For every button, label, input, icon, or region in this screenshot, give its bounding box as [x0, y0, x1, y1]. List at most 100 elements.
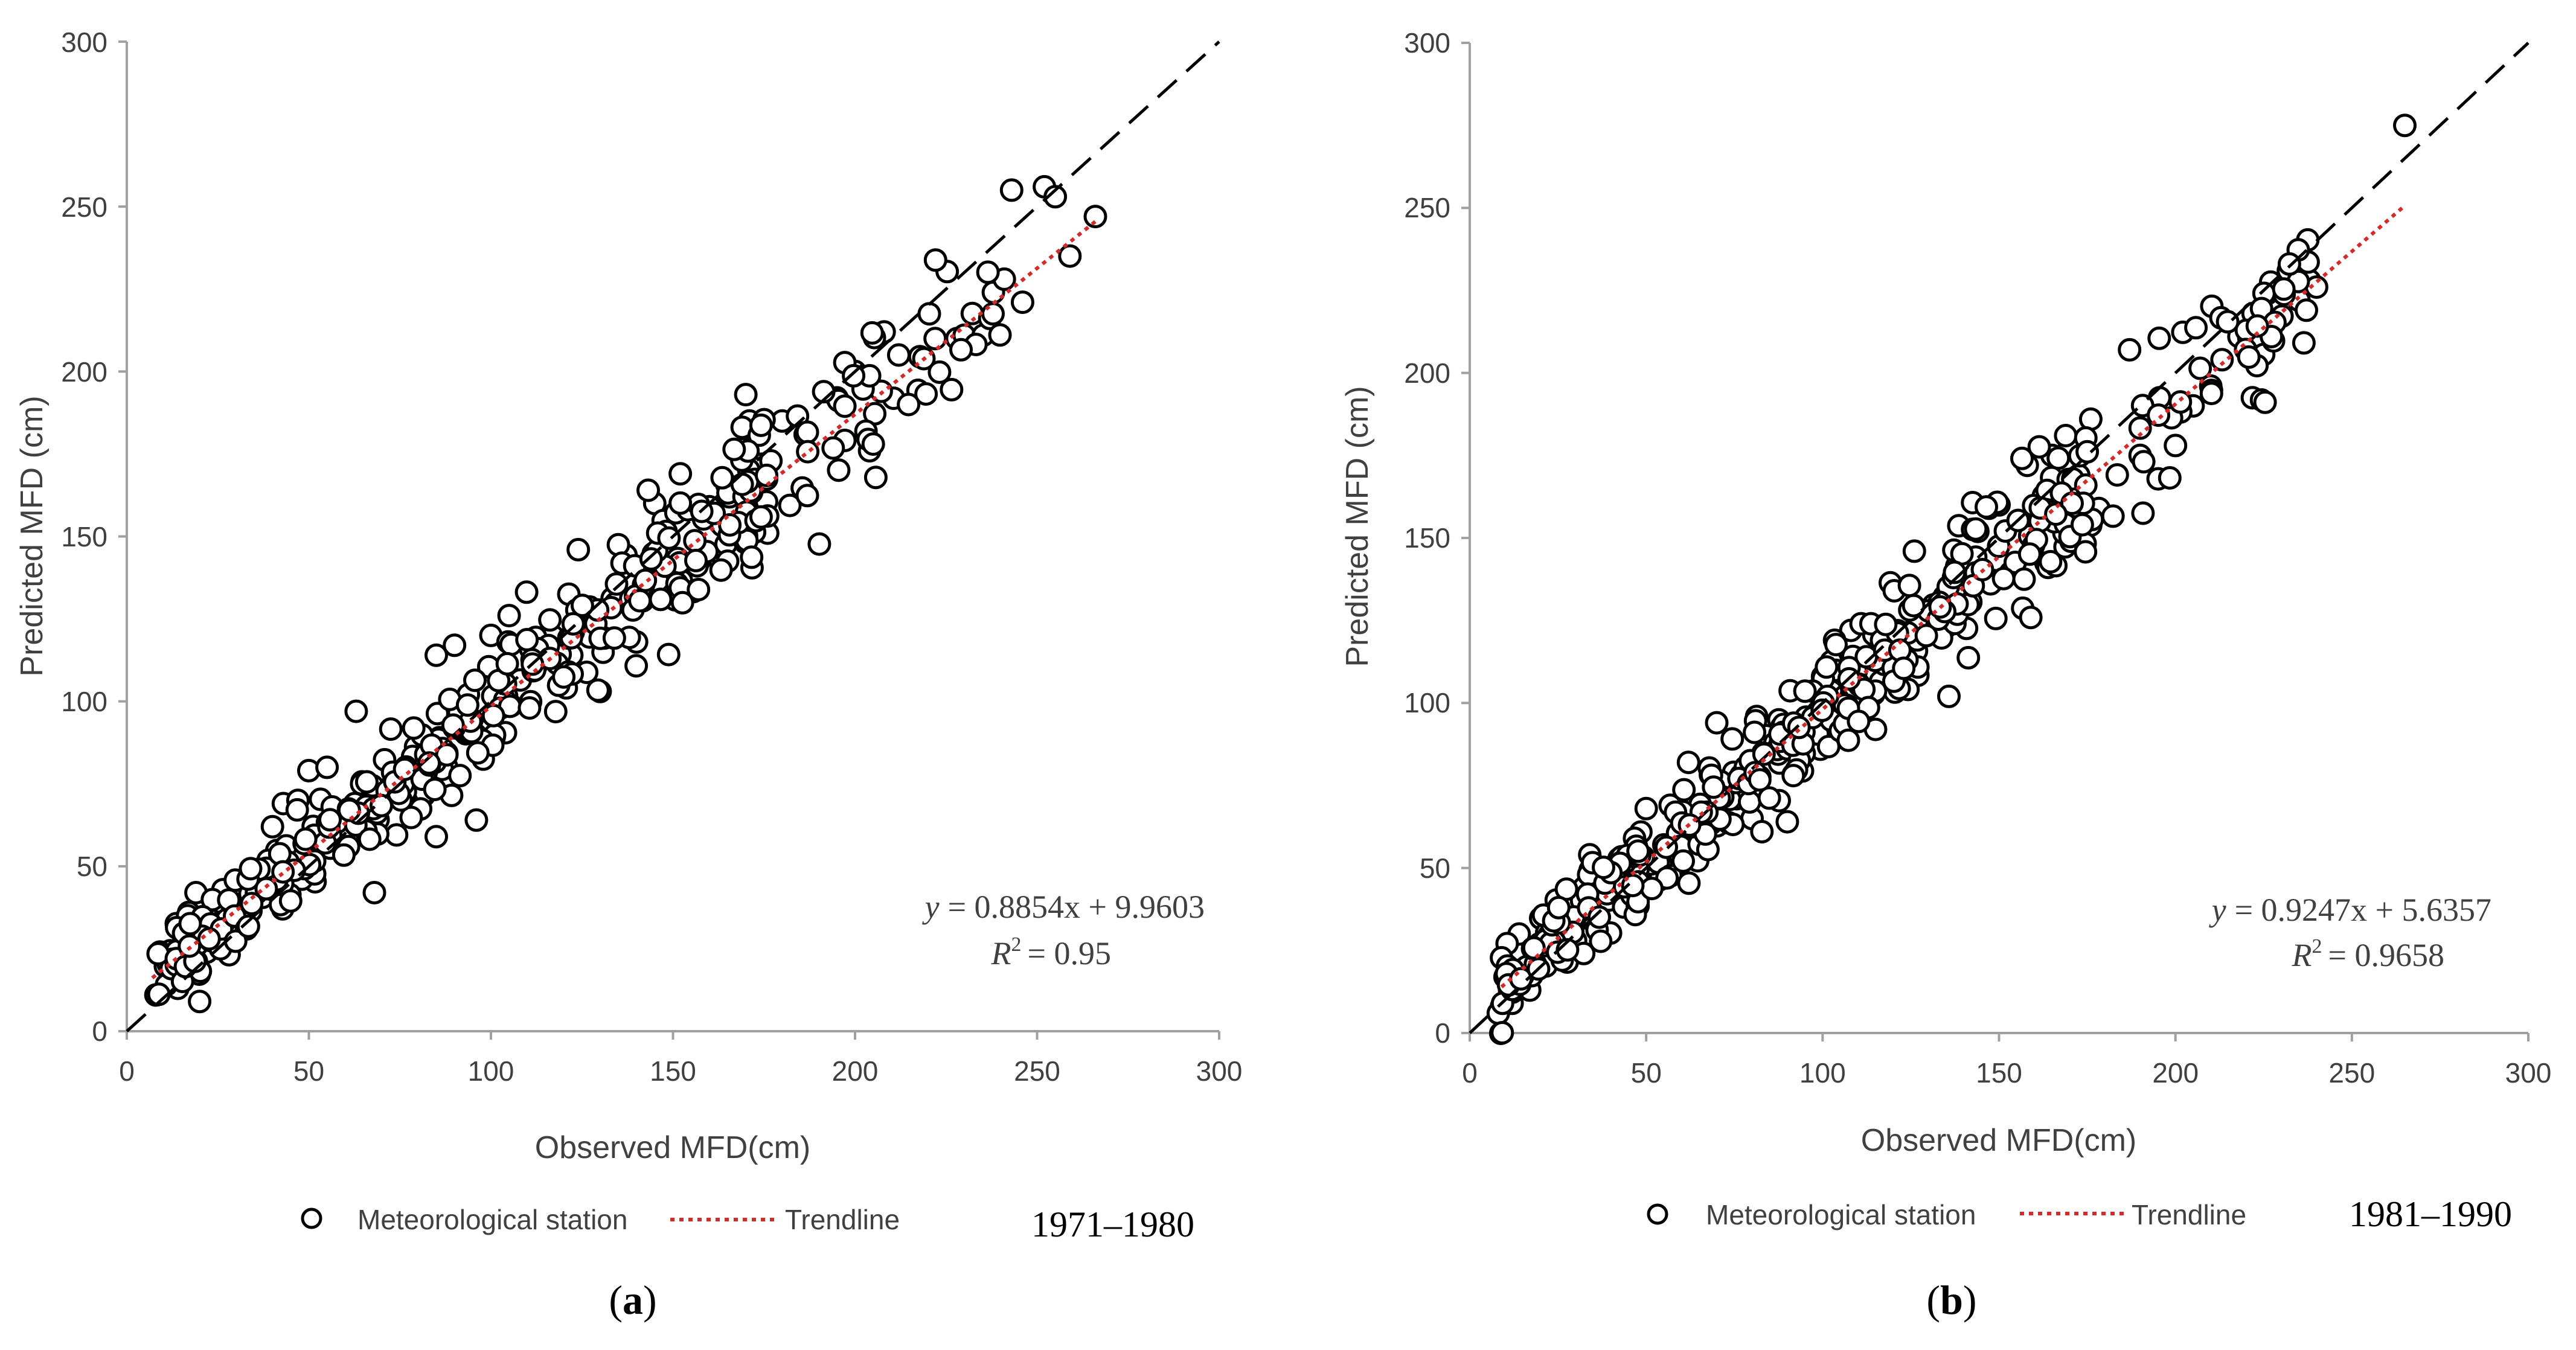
- data-point: [2012, 567, 2036, 591]
- r-squared: R2 = 0.9658: [2292, 935, 2444, 973]
- data-point: [178, 912, 202, 936]
- legend-trendline-label: Trendline: [785, 1204, 900, 1235]
- data-point: [337, 798, 361, 822]
- data-point: [2128, 416, 2152, 440]
- data-point: [833, 394, 857, 418]
- data-point: [2168, 390, 2193, 414]
- data-point: [718, 513, 742, 537]
- data-point: [1702, 775, 1726, 799]
- data-point: [2044, 502, 2068, 526]
- data-point: [636, 478, 660, 502]
- data-point: [807, 532, 831, 556]
- data-point: [1043, 185, 1068, 209]
- data-point: [606, 533, 630, 557]
- data-point: [1810, 698, 1834, 722]
- data-point: [740, 545, 764, 569]
- y-tick-marks: [1461, 42, 1470, 1034]
- data-point: [999, 178, 1024, 202]
- regression-equation: y = 0.9247x + 5.6357: [2209, 892, 2491, 928]
- data-point: [1984, 606, 2008, 630]
- y-tick-label: 0: [92, 1016, 107, 1047]
- data-point: [344, 699, 368, 723]
- data-point: [2295, 298, 2318, 322]
- period-label: 1971–1980: [1031, 1204, 1194, 1244]
- data-point: [466, 741, 490, 765]
- data-point: [2199, 382, 2223, 406]
- data-point: [796, 440, 820, 464]
- data-point: [749, 505, 773, 529]
- data-point: [448, 764, 472, 788]
- data-point: [240, 892, 264, 916]
- x-tick-label: 50: [1631, 1057, 1662, 1089]
- data-point: [1815, 655, 1839, 679]
- data-point: [2158, 466, 2182, 490]
- x-tick-label: 200: [832, 1055, 879, 1087]
- data-point: [1991, 566, 2016, 590]
- data-point: [827, 458, 851, 482]
- data-point: [709, 558, 733, 582]
- data-point: [538, 608, 562, 632]
- legend-trendline-label: Trendline: [2132, 1199, 2246, 1230]
- data-point: [734, 383, 758, 407]
- data-point: [1902, 593, 1926, 618]
- data-point: [2292, 331, 2316, 355]
- data-point: [197, 927, 221, 951]
- data-point: [1655, 835, 1678, 859]
- data-point: [463, 668, 487, 693]
- data-point: [923, 248, 947, 272]
- data-point: [332, 843, 356, 867]
- data-point: [928, 360, 952, 384]
- data-point: [2132, 450, 2156, 474]
- data-point: [821, 436, 845, 460]
- data-point: [639, 547, 663, 571]
- data-point: [628, 589, 652, 613]
- data-point: [514, 580, 539, 604]
- data-point: [1748, 768, 1772, 792]
- y-tick-label: 250: [1404, 192, 1450, 223]
- data-point: [1847, 709, 1871, 734]
- data-point: [886, 343, 911, 367]
- data-point: [2147, 403, 2171, 427]
- y-axis-title: Predicted MFD (cm): [14, 395, 50, 676]
- r-squared: R2 = 0.95: [991, 933, 1111, 971]
- data-point: [778, 493, 802, 517]
- data-point: [668, 491, 693, 515]
- data-point: [425, 643, 448, 667]
- data-point: [464, 808, 489, 832]
- data-point: [749, 413, 773, 437]
- data-point: [1793, 679, 1817, 703]
- data-point: [315, 755, 339, 779]
- data-point: [278, 889, 303, 913]
- data-point: [2147, 326, 2171, 350]
- y-tick-label: 300: [1404, 27, 1450, 59]
- data-point: [1671, 849, 1695, 873]
- data-point: [566, 537, 591, 561]
- data-point: [2253, 390, 2277, 414]
- x-tick-label: 200: [2152, 1057, 2199, 1089]
- data-point: [1589, 929, 1613, 953]
- data-point: [2046, 446, 2071, 470]
- data-point: [687, 578, 711, 601]
- data-point: [657, 526, 681, 550]
- y-tick-label: 150: [1404, 522, 1450, 554]
- x-tick-label: 250: [2328, 1057, 2375, 1089]
- data-point: [1897, 574, 1921, 598]
- scatter-points: [1486, 114, 2417, 1045]
- data-point: [271, 860, 295, 884]
- y-tick-label: 100: [1404, 687, 1450, 718]
- data-point: [1058, 244, 1082, 268]
- data-point: [2010, 446, 2034, 470]
- data-point: [2393, 114, 2417, 138]
- data-point: [1588, 905, 1611, 929]
- data-point: [399, 805, 423, 830]
- data-point: [370, 793, 393, 817]
- x-tick-label: 150: [1976, 1057, 2022, 1089]
- data-point: [1964, 517, 1988, 541]
- data-point: [402, 716, 426, 740]
- data-point: [1676, 750, 1700, 775]
- legend-marker-circle: [301, 1208, 322, 1229]
- panel-b: 0 50 100 150 200 250 300 0 50 100 150 20…: [1340, 27, 2551, 1323]
- data-point: [417, 751, 441, 775]
- x-tick-label: 300: [1196, 1055, 1243, 1087]
